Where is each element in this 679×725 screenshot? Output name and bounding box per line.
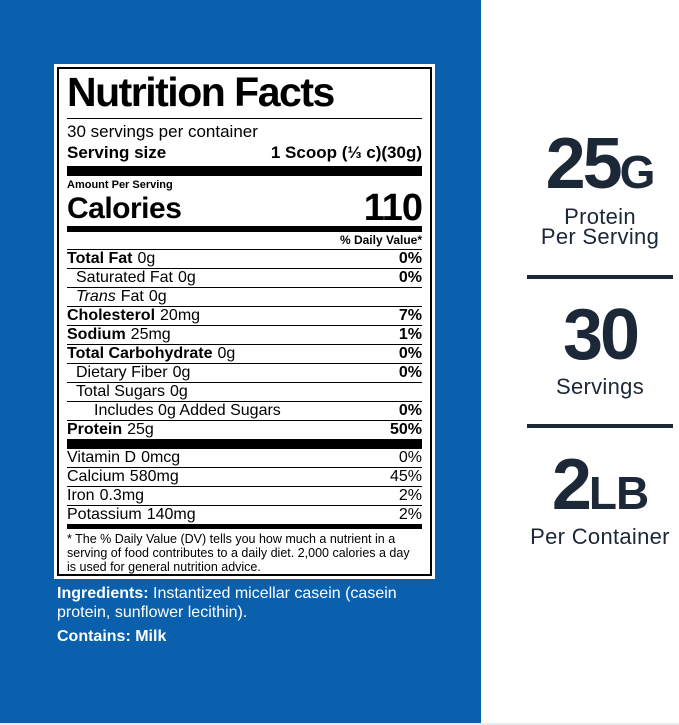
protein-amount-stat: 25G [545,124,656,204]
nutrient-row-saturated-fat: Saturated Fat 0g 0% [67,269,422,288]
image-bottom-edge [0,723,679,725]
servings-count-caption: Servings [556,374,644,399]
divider-bar-thick [67,166,422,176]
label-title: Nutrition Facts [67,69,422,119]
stat-divider [527,424,673,428]
amount-per-serving: Amount Per Serving [67,179,173,191]
contains-statement: Contains: Milk [57,628,167,645]
serving-size-value: 1 Scoop (⅓ c)(30g) [270,143,422,162]
nutrient-row-sodium: Sodium 25mg 1% [67,326,422,345]
micronutrient-row-calcium: Calcium 580mg 45% [67,468,422,487]
ingredients-label: Ingredients: [57,585,149,602]
divider-bar-medium [67,226,422,232]
servings-per-container: 30 servings per container [67,122,258,141]
nutrient-row-protein: Protein 25g 50% [67,421,422,438]
stat-divider [527,275,673,279]
protein-amount-caption: Protein Per Serving [540,204,660,249]
serving-size-label: Serving size [67,143,167,162]
calories-row: Calories 110 [67,187,423,229]
calories-value: 110 [363,187,423,229]
divider-bar-thick [67,439,422,449]
nutrition-facts-label: Nutrition Facts 30 servings per containe… [54,64,435,579]
calories-label: Calories [67,192,182,225]
serving-size-row: Serving size 1 Scoop (⅓ c)(30g) [67,142,422,163]
ingredients-section: Ingredients: Instantized micellar casein… [57,584,441,646]
nutrient-row-total-carbohydrate: Total Carbohydrate 0g 0% [67,345,422,364]
daily-value-header: % Daily Value* [67,232,422,250]
nutrient-row-cholesterol: Cholesterol 20mg 7% [67,307,422,326]
daily-value-footnote: * The % Daily Value (DV) tells you how m… [67,532,410,574]
ingredients-line: Ingredients: Instantized micellar casein… [57,584,441,622]
container-weight-stat: 2LB [551,445,649,525]
micronutrient-row-iron: Iron 0.3mg 2% [67,487,422,506]
nutrient-row-added-sugars: Includes 0g Added Sugars 0% [67,402,422,421]
micronutrient-row-potassium: Potassium 140mg 2% [67,506,422,523]
micronutrient-row-vitamin-d: Vitamin D 0mcg 0% [67,449,422,468]
servings-count-stat: 30 [562,295,640,375]
container-weight-caption: Per Container [530,524,670,549]
stats-panel: 25G Protein Per Serving 30 Servings 2LB … [481,0,679,725]
divider-bar-thin [67,524,422,529]
ingredients-text: Instantized micellar casein (casein prot… [57,585,397,621]
nutrient-row-total-fat: Total Fat 0g 0% [67,250,422,269]
nutrient-row-total-sugars: Total Sugars 0g [67,383,422,402]
nutrient-row-dietary-fiber: Dietary Fiber 0g 0% [67,364,422,383]
nutrient-row-trans-fat: Trans Fat 0g [67,288,422,307]
